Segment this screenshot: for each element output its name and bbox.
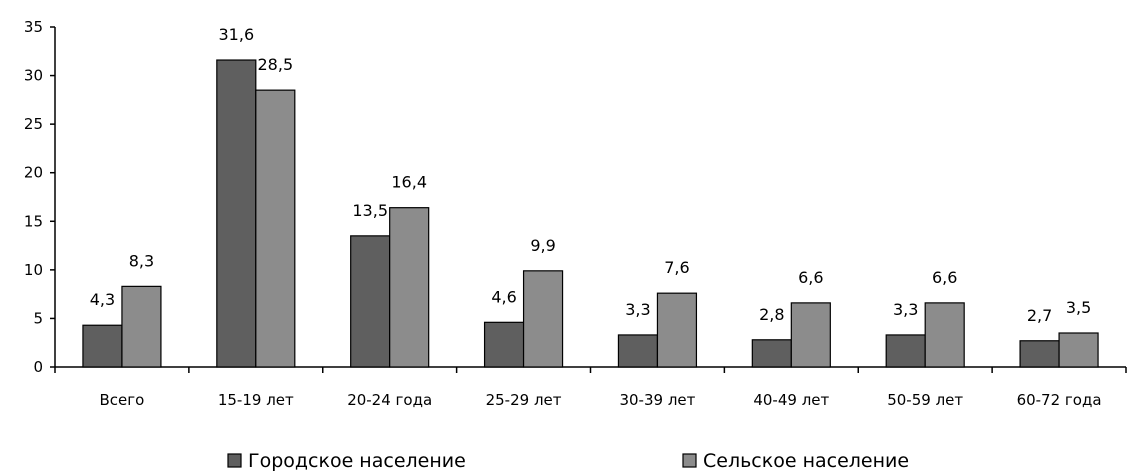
data-label: 4,6: [491, 287, 516, 306]
data-label: 7,6: [664, 258, 689, 277]
bar-series-2: [522, 270, 564, 368]
y-tick-label: 5: [33, 309, 43, 327]
legend-swatch: [227, 453, 242, 468]
data-label: 31,6: [219, 25, 255, 44]
y-tick-label: 0: [33, 358, 43, 376]
y-tick-label: 10: [24, 261, 43, 279]
data-label: 8,3: [129, 251, 154, 270]
x-tick-label: 50-59 лет: [887, 391, 963, 409]
bar-series-2: [121, 285, 162, 368]
bar-series-1: [483, 321, 525, 368]
x-tick-label: 40-49 лет: [753, 391, 829, 409]
legend-label: Городское население: [248, 450, 466, 472]
bar-series-1: [1019, 340, 1060, 368]
data-label: 28,5: [258, 55, 294, 74]
data-label: 3,3: [893, 300, 918, 319]
x-tick-label: 25-29 лет: [486, 391, 562, 409]
bar-series-2: [924, 302, 965, 368]
bar-series-1: [885, 334, 926, 368]
x-tick-label: Всего: [100, 391, 145, 409]
x-tick-label: 60-72 года: [1017, 391, 1102, 409]
y-tick-label: 15: [24, 212, 43, 230]
bar-series-1: [751, 339, 792, 368]
x-tick-label: 30-39 лет: [619, 391, 695, 409]
bar-series-2: [255, 89, 296, 368]
y-tick-label: 20: [24, 164, 43, 182]
bar-series-2: [1058, 332, 1099, 368]
bar-series-1: [617, 334, 659, 368]
data-label: 13,5: [352, 201, 388, 220]
x-tick-label: 20-24 года: [347, 391, 432, 409]
chart-bars: [82, 59, 1099, 368]
data-label: 6,6: [932, 268, 957, 287]
bar-series-2: [790, 302, 831, 368]
y-tick-label: 30: [24, 67, 43, 85]
chart-data-labels: 4,3 31,6 13,5 4,6 3,3 2,8 3,3 2,7 8,3 28,5 16,4 9,9…: [90, 25, 1092, 325]
data-label: 2,7: [1027, 306, 1052, 325]
legend-swatch: [682, 453, 697, 468]
chart-legend: Городское население Сельское население: [227, 450, 909, 472]
bar-series-1: [216, 59, 257, 368]
data-label: 3,3: [625, 300, 650, 319]
bar-series-2: [656, 292, 698, 368]
y-tick-label: 25: [24, 115, 43, 133]
data-label: 4,3: [90, 290, 115, 309]
bar-series-2: [389, 207, 430, 368]
data-label: 16,4: [391, 173, 427, 192]
y-tick-label: 35: [24, 18, 43, 36]
bar-series-1: [350, 235, 391, 368]
bar-series-1: [82, 324, 123, 368]
data-label: 9,9: [530, 236, 555, 255]
chart-axes: 0 5 10 15 20 25 30 35 Всего 15-19 лет 20-24 года 25…: [24, 18, 1127, 409]
data-label: 3,5: [1066, 298, 1091, 317]
legend-label: Сельское население: [703, 450, 909, 472]
x-tick-label: 15-19 лет: [218, 391, 294, 409]
data-label: 6,6: [798, 268, 823, 287]
data-label: 2,8: [759, 305, 784, 324]
